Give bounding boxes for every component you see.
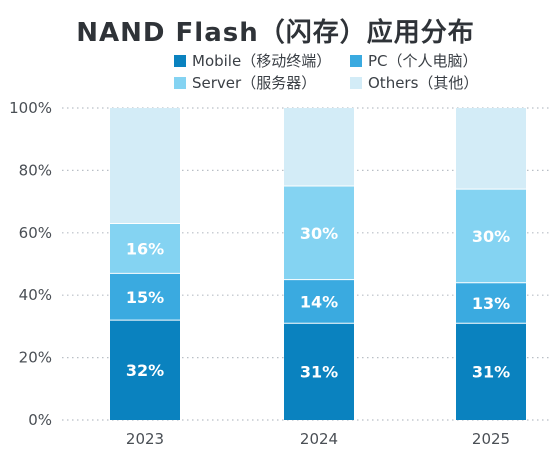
bar-segment — [456, 108, 526, 190]
legend-label-pc: PC（个人电脑） — [368, 52, 478, 70]
data-label: 14% — [300, 292, 338, 311]
legend-swatch-mobile — [174, 54, 186, 67]
y-tick-label: 80% — [19, 161, 52, 179]
legend-swatch-pc — [350, 54, 362, 67]
bar-segment — [284, 279, 354, 324]
y-tick-label: 40% — [19, 286, 52, 304]
bar-segment — [456, 189, 526, 283]
data-label: 30% — [472, 227, 510, 246]
data-label: 30% — [300, 224, 338, 243]
legend-item-others: Others（其他） — [350, 72, 478, 93]
legend-label-others: Others（其他） — [368, 74, 479, 92]
legend-item-pc: PC（个人电脑） — [350, 50, 478, 71]
legend-item-mobile: Mobile（移动终端） — [174, 50, 331, 71]
data-label: 31% — [472, 363, 510, 382]
y-tick-label: 60% — [19, 224, 52, 242]
data-label: 16% — [126, 239, 164, 258]
bar-segment — [110, 320, 180, 420]
y-tick-label: 100% — [9, 99, 52, 117]
bar-segment — [456, 282, 526, 324]
legend-label-server: Server（服务器） — [192, 74, 317, 92]
chart-title: NAND Flash（闪存）应用分布 — [76, 18, 475, 48]
legend-label-mobile: Mobile（移动终端） — [192, 52, 332, 70]
bar-segment — [110, 108, 180, 224]
bar-segment — [284, 186, 354, 280]
data-label: 32% — [126, 361, 164, 380]
x-tick-label: 2023 — [126, 430, 164, 448]
legend-item-server: Server（服务器） — [174, 72, 316, 93]
data-label: 13% — [472, 294, 510, 313]
legend-swatch-server — [174, 76, 186, 89]
bar-segment — [284, 108, 354, 186]
y-tick-label: 20% — [19, 349, 52, 367]
data-label: 15% — [126, 288, 164, 307]
bar-segment — [456, 323, 526, 420]
bar-segment — [110, 223, 180, 274]
y-tick-label: 0% — [28, 411, 52, 429]
data-label: 31% — [300, 363, 338, 382]
bar-segment — [284, 323, 354, 420]
x-tick-label: 2025 — [472, 430, 510, 448]
bar-segment — [110, 273, 180, 321]
legend-swatch-others — [350, 76, 362, 89]
x-tick-label: 2024 — [300, 430, 338, 448]
